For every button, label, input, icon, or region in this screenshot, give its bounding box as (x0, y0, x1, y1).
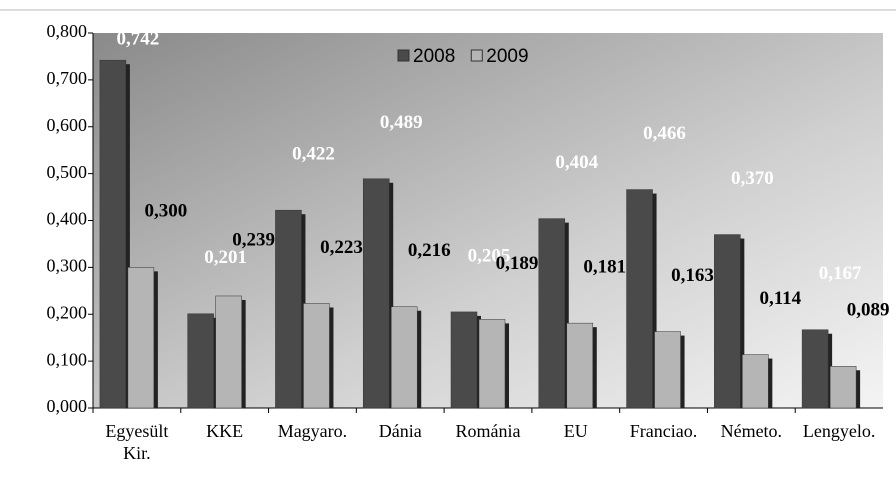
value-label: 0,223 (320, 237, 363, 258)
value-label: 0,089 (847, 300, 890, 321)
y-tick-label: 0,100 (47, 349, 88, 369)
x-tick-label: KKE (206, 421, 244, 441)
y-tick-label: 0,500 (47, 162, 88, 182)
value-label: 0,239 (232, 229, 275, 250)
value-label: 0,742 (117, 28, 160, 49)
value-label: 0,370 (731, 168, 774, 189)
legend-swatch (397, 49, 410, 62)
bar (829, 366, 857, 409)
bar (478, 319, 506, 409)
value-label: 0,300 (145, 201, 188, 222)
value-label: 0,404 (555, 152, 598, 173)
x-tick-label: Franciao. (629, 421, 698, 441)
x-tick-label: Dánia (378, 421, 422, 441)
bar (801, 329, 829, 409)
value-label: 0,189 (496, 253, 539, 274)
legend-label: 2008 (413, 46, 455, 67)
bar (538, 218, 566, 409)
value-label: 0,216 (408, 240, 451, 261)
bar (742, 354, 769, 409)
bar (362, 178, 390, 409)
value-label: 0,163 (671, 265, 714, 286)
legend-label: 2009 (486, 46, 528, 67)
bar (450, 311, 478, 409)
x-tick-label: EU (563, 421, 588, 441)
x-tick-label: Egyesült Kir. (105, 421, 169, 463)
value-label: 0,422 (292, 144, 335, 165)
x-tick-label: Németo. (720, 421, 783, 441)
bar (714, 234, 741, 409)
y-tick-label: 0,600 (47, 115, 88, 135)
y-tick-label: 0,000 (47, 396, 88, 416)
bar (566, 322, 594, 409)
bar (99, 59, 127, 409)
value-label: 0,466 (643, 123, 686, 144)
x-tick-label: Románia (455, 421, 521, 441)
bar (626, 189, 653, 409)
bar (215, 295, 242, 409)
y-tick-label: 0,800 (47, 21, 88, 41)
bar (275, 209, 302, 409)
x-tick-label: Magyaro. (277, 421, 348, 441)
value-label: 0,201 (204, 247, 247, 268)
bar (303, 303, 330, 409)
value-label: 0,489 (380, 112, 423, 133)
y-tick-label: 0,400 (47, 209, 88, 229)
bar (127, 267, 155, 409)
bar (654, 331, 681, 409)
bar (187, 313, 214, 409)
y-tick-label: 0,700 (47, 68, 88, 88)
value-label: 0,181 (583, 257, 626, 278)
legend-swatch (470, 49, 483, 62)
value-label: 0,114 (759, 288, 801, 309)
x-tick-label: Lengyelo. (802, 421, 876, 441)
bar (390, 306, 418, 409)
value-label: 0,167 (819, 263, 862, 284)
value-label: 0,205 (468, 245, 511, 266)
y-tick-label: 0,300 (47, 256, 88, 276)
y-tick-label: 0,200 (47, 302, 88, 322)
